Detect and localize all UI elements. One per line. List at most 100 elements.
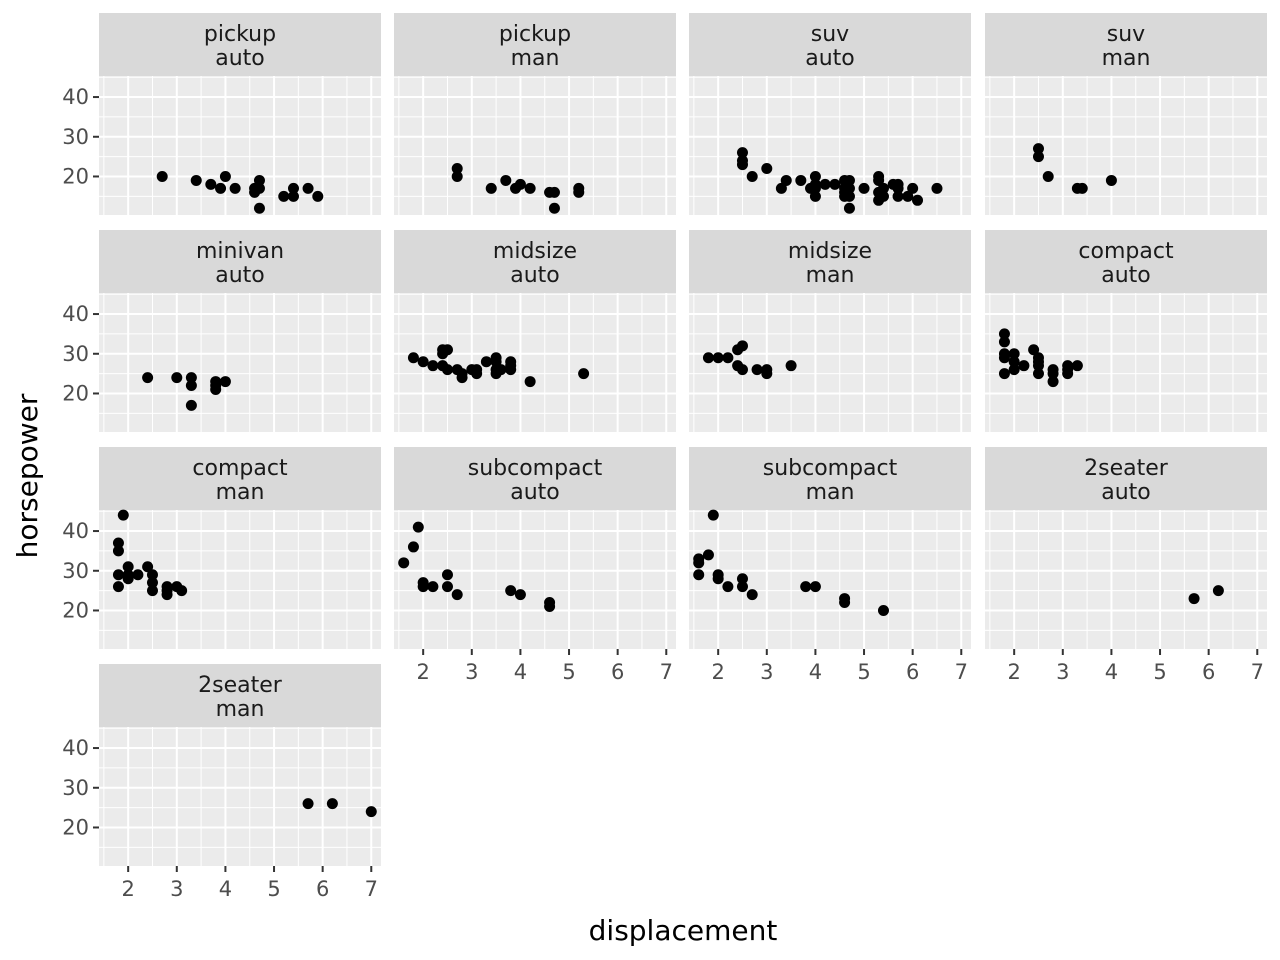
x-tick-label: 5 — [267, 877, 280, 901]
data-point — [544, 601, 556, 613]
x-tick-label: 6 — [611, 660, 624, 684]
data-point — [809, 182, 821, 194]
data-point — [326, 798, 338, 810]
data-point — [702, 352, 714, 364]
plot-background — [689, 76, 971, 215]
data-point — [707, 509, 719, 521]
x-tick-label: 4 — [514, 660, 527, 684]
data-point — [912, 194, 924, 206]
data-point — [877, 182, 889, 194]
data-point — [1032, 368, 1044, 380]
facet-label-top: suv — [811, 22, 849, 47]
data-point — [877, 190, 889, 202]
data-point — [302, 798, 314, 810]
x-tick-label: 2 — [121, 877, 134, 901]
facet-label-bottom: man — [216, 480, 265, 505]
facet-strip — [99, 13, 381, 76]
facet-label-top: midsize — [788, 239, 872, 264]
data-point — [524, 376, 536, 388]
data-point — [1018, 360, 1030, 372]
data-point — [892, 190, 904, 202]
data-point — [441, 581, 453, 593]
facet-strip — [394, 230, 676, 293]
data-point — [693, 569, 705, 581]
data-point — [253, 174, 265, 186]
y-tick-label: 20 — [62, 164, 89, 188]
data-point — [702, 549, 714, 561]
data-point — [736, 581, 748, 593]
data-point — [146, 569, 158, 581]
x-tick-label: 5 — [562, 660, 575, 684]
data-point — [1042, 170, 1054, 182]
data-point — [441, 569, 453, 581]
facet-label-bottom: man — [216, 697, 265, 722]
facet-strip — [394, 13, 676, 76]
data-point — [407, 541, 419, 553]
data-point — [722, 581, 734, 593]
data-point — [785, 360, 797, 372]
facet-label-bottom: man — [806, 480, 855, 505]
data-point — [873, 174, 885, 186]
data-point — [142, 561, 154, 573]
data-point — [746, 589, 758, 601]
data-point — [146, 577, 158, 589]
facet-label-bottom: auto — [1101, 263, 1151, 288]
facet-label-top: compact — [1078, 239, 1174, 264]
facet-label-top: suv — [1107, 22, 1145, 47]
data-point — [775, 182, 787, 194]
facet-strip — [99, 447, 381, 510]
facet-label-top: 2seater — [198, 673, 283, 698]
data-point — [780, 174, 792, 186]
data-point — [219, 376, 231, 388]
x-tick-label: 6 — [316, 877, 329, 901]
data-point — [1062, 364, 1074, 376]
facet-label-bottom: man — [1102, 46, 1151, 71]
data-point — [132, 569, 144, 581]
data-point — [142, 372, 154, 384]
data-point — [505, 360, 517, 372]
data-point — [712, 573, 724, 585]
data-point — [480, 356, 492, 368]
y-tick-label: 30 — [62, 342, 89, 366]
data-point — [161, 589, 173, 601]
data-point — [500, 174, 512, 186]
facet-label-bottom: auto — [805, 46, 855, 71]
x-tick-label: 7 — [365, 877, 378, 901]
data-point — [524, 182, 536, 194]
facet-strip — [985, 230, 1267, 293]
facet-strip — [689, 447, 971, 510]
data-point — [365, 806, 377, 818]
x-tick-label: 7 — [660, 660, 673, 684]
facet-label-bottom: auto — [1101, 480, 1151, 505]
data-point — [843, 202, 855, 214]
facet-strip — [985, 13, 1267, 76]
facet-strip — [394, 447, 676, 510]
data-point — [427, 360, 439, 372]
data-point — [1032, 143, 1044, 155]
y-tick-label: 20 — [62, 381, 89, 405]
data-point — [112, 545, 124, 557]
panels-layer: pickupauto203040pickupmansuvautosuvmanmi… — [62, 13, 1267, 901]
data-point — [1076, 182, 1088, 194]
facet-strip — [99, 230, 381, 293]
data-point — [215, 182, 227, 194]
facet-label-bottom: auto — [510, 480, 560, 505]
x-tick-label: 2 — [1007, 660, 1020, 684]
data-point — [931, 182, 943, 194]
y-tick-label: 40 — [62, 302, 89, 326]
data-point — [548, 202, 560, 214]
x-tick-label: 4 — [219, 877, 232, 901]
plot-background — [985, 510, 1267, 649]
data-point — [287, 190, 299, 202]
data-point — [514, 589, 526, 601]
facet-strip — [689, 13, 971, 76]
data-point — [205, 178, 217, 190]
data-point — [548, 186, 560, 198]
